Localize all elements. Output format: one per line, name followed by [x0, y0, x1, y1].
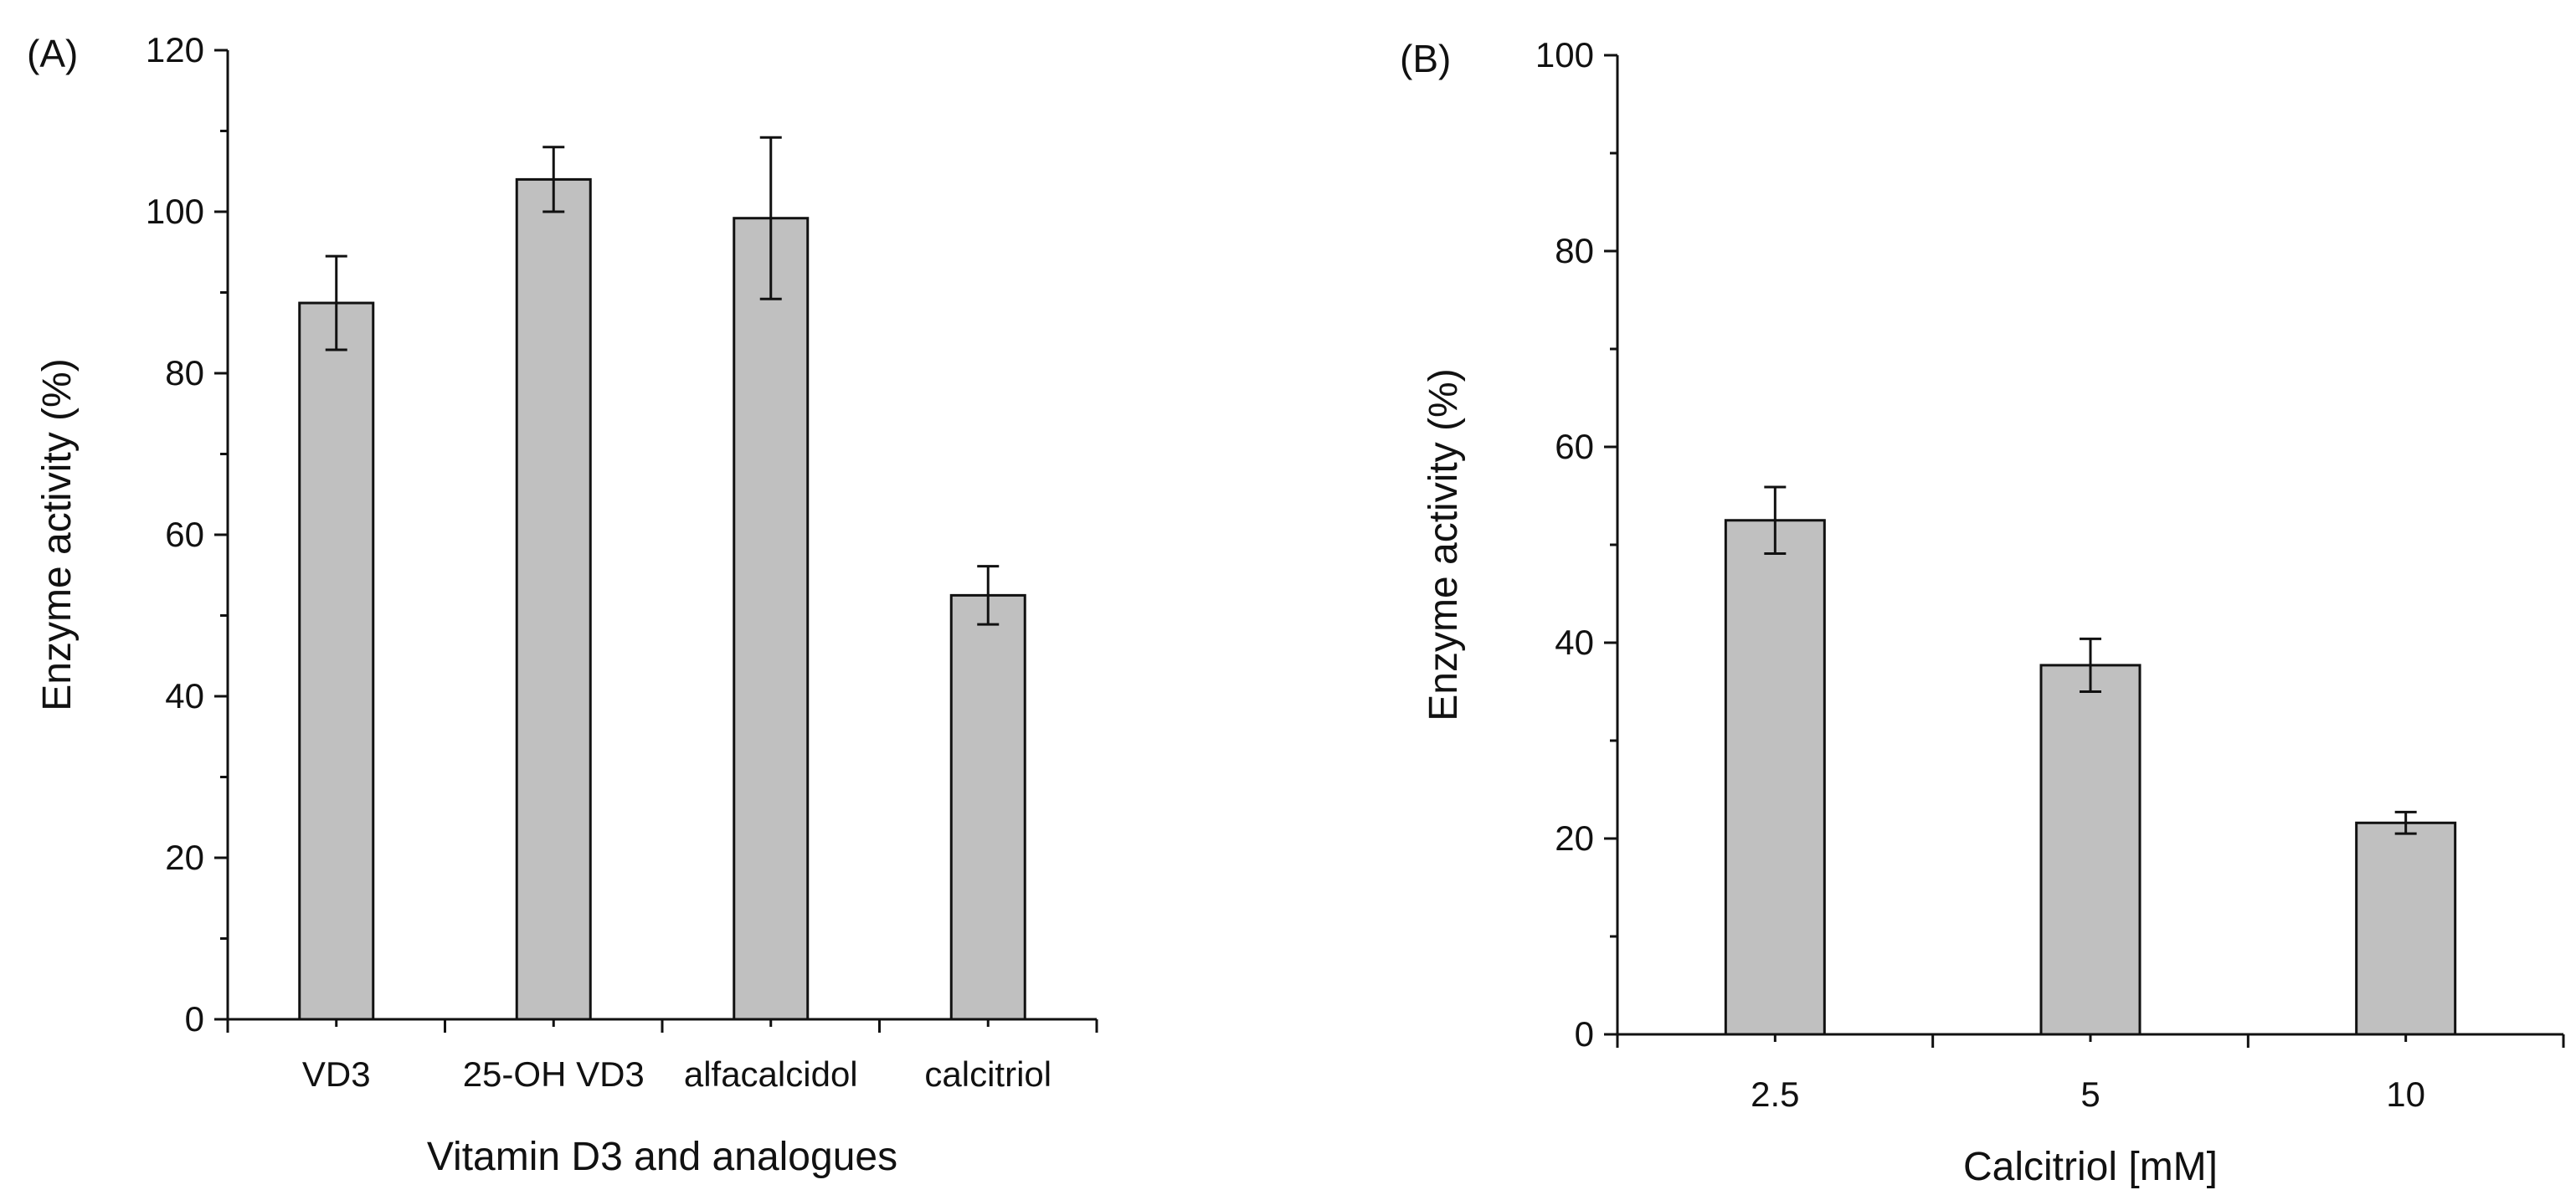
y-tick-label: 20: [165, 838, 204, 877]
x-axis-title: Vitamin D3 and analogues: [427, 1135, 897, 1179]
x-axis-title: Calcitriol [mM]: [1963, 1145, 2218, 1189]
panel-label: (B): [1400, 37, 1451, 80]
x-category-label: 10: [2386, 1075, 2425, 1114]
y-tick-label: 80: [1555, 231, 1594, 270]
x-category-label: calcitriol: [924, 1054, 1051, 1094]
y-tick-label: 40: [1555, 623, 1594, 662]
panel-b-chart: (B) 0 20 40 60 80 100 2.5 5 10 Calcitriol [mM] Enzy…: [1400, 35, 2565, 1189]
y-tick-label: 80: [165, 353, 204, 392]
x-category-label: 2.5: [1751, 1075, 1799, 1114]
y-tick-label: 40: [165, 676, 204, 716]
y-tick-label: 20: [1555, 818, 1594, 858]
y-axis-title: Enzyme activity (%): [35, 358, 80, 710]
y-tick-label: 120: [146, 30, 204, 69]
panel-label: (A): [27, 32, 78, 75]
x-category-label: alfacalcidol: [684, 1054, 858, 1094]
x-category-label: 25-OH VD3: [463, 1054, 645, 1094]
bar-0: [298, 301, 375, 1021]
y-tick-label: 100: [1535, 35, 1594, 74]
y-tick-label: 0: [185, 999, 204, 1039]
bar-2: [2355, 821, 2457, 1036]
y-tick-label: 0: [1575, 1014, 1594, 1054]
bar-2: [733, 217, 810, 1021]
y-tick-label: 60: [1555, 427, 1594, 466]
bar-0: [1724, 519, 1826, 1036]
x-category-label: VD3: [302, 1054, 371, 1094]
panel-a-chart: (A) 0 20 40 60 80 100 120 VD3 25-OH VD3 alfacalcid…: [27, 30, 1098, 1179]
bar-1: [2039, 664, 2142, 1036]
y-axis-title: Enzyme activity (%): [1422, 368, 1466, 721]
y-tick-label: 60: [165, 515, 204, 554]
bar-1: [515, 177, 592, 1021]
y-tick-label: 100: [146, 192, 204, 231]
bar-3: [949, 593, 1026, 1021]
x-category-label: 5: [2080, 1075, 2100, 1114]
